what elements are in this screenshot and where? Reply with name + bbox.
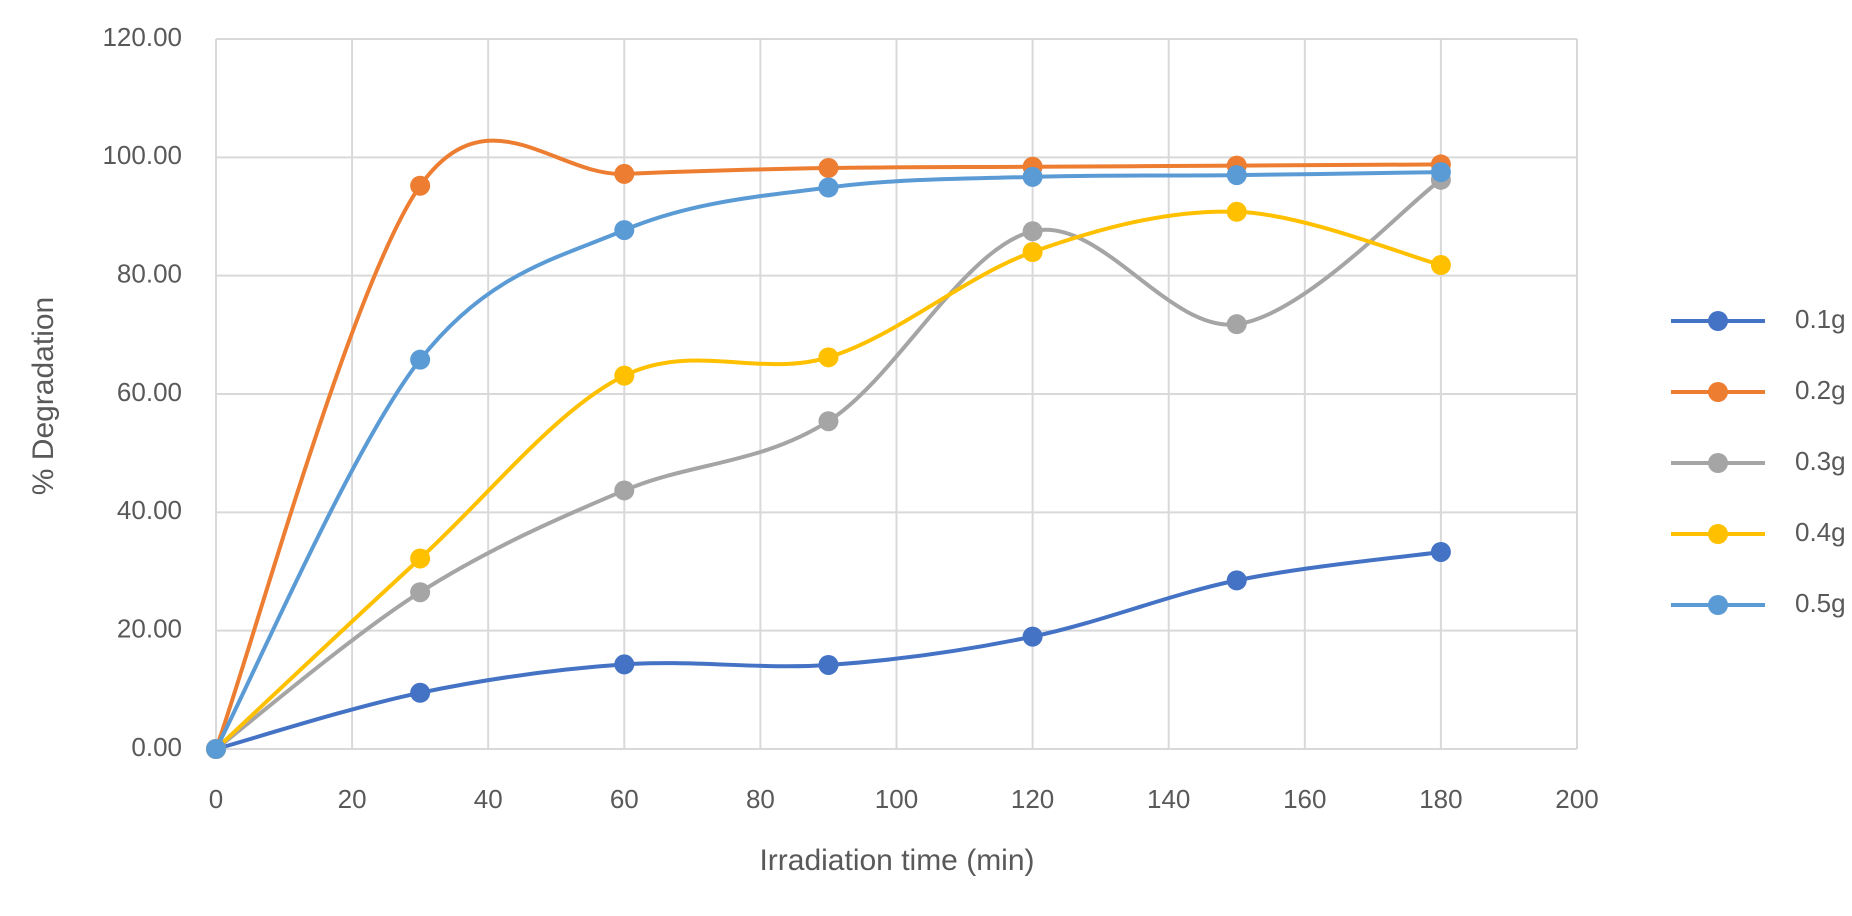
series-line [215, 549, 1442, 751]
data-point [1022, 221, 1043, 242]
data-point [1022, 626, 1043, 647]
x-tick-label: 140 [1147, 784, 1190, 814]
legend-marker [1708, 453, 1728, 473]
data-point [1226, 570, 1247, 591]
x-tick-label: 80 [746, 784, 775, 814]
legend-marker [1708, 595, 1728, 615]
data-point [818, 177, 839, 198]
y-tick-label: 20.00 [117, 614, 182, 644]
data-point [614, 220, 635, 241]
data-point [410, 548, 431, 569]
x-tick-label: 0 [209, 784, 223, 814]
x-tick-label: 120 [1011, 784, 1054, 814]
series-line [214, 138, 1441, 750]
y-tick-label: 100.00 [102, 140, 182, 170]
x-axis-title: Irradiation time (min) [759, 844, 1034, 877]
data-point [818, 347, 839, 368]
legend-label: 0.4g [1795, 517, 1846, 547]
y-axis-title: % Degradation [27, 297, 60, 495]
y-tick-label: 40.00 [117, 495, 182, 525]
data-point [614, 163, 635, 184]
data-point [410, 682, 431, 703]
data-point [1430, 255, 1451, 276]
data-point [1226, 165, 1247, 186]
y-tick-label: 120.00 [102, 22, 182, 52]
legend-label: 0.1g [1795, 304, 1846, 334]
x-tick-label: 160 [1283, 784, 1326, 814]
data-point [1430, 541, 1451, 562]
x-tick-label: 100 [875, 784, 918, 814]
data-point [1430, 162, 1451, 183]
x-tick-label: 180 [1419, 784, 1462, 814]
y-tick-label: 60.00 [117, 377, 182, 407]
legend-marker [1708, 382, 1728, 402]
legend-label: 0.3g [1795, 446, 1846, 476]
data-point [614, 480, 635, 501]
data-point [614, 365, 635, 386]
y-tick-label: 80.00 [117, 259, 182, 289]
data-point [1022, 242, 1043, 262]
data-point [410, 175, 431, 196]
data-point [1226, 201, 1247, 222]
data-point [206, 739, 226, 759]
data-point [1226, 314, 1247, 335]
data-point [410, 582, 431, 603]
data-point [818, 654, 839, 675]
legend-label: 0.2g [1795, 375, 1846, 405]
x-tick-label: 200 [1555, 784, 1598, 814]
x-tick-label: 20 [338, 784, 367, 814]
data-point [1022, 166, 1043, 187]
data-point [818, 411, 839, 432]
data-point [410, 349, 431, 370]
data-point [818, 157, 839, 178]
data-point [614, 654, 635, 675]
legend-marker [1708, 524, 1728, 544]
x-tick-label: 40 [474, 784, 503, 814]
legend-label: 0.5g [1795, 588, 1846, 618]
y-tick-label: 0.00 [131, 732, 182, 762]
legend-marker [1708, 311, 1728, 331]
x-tick-label: 60 [610, 784, 639, 814]
